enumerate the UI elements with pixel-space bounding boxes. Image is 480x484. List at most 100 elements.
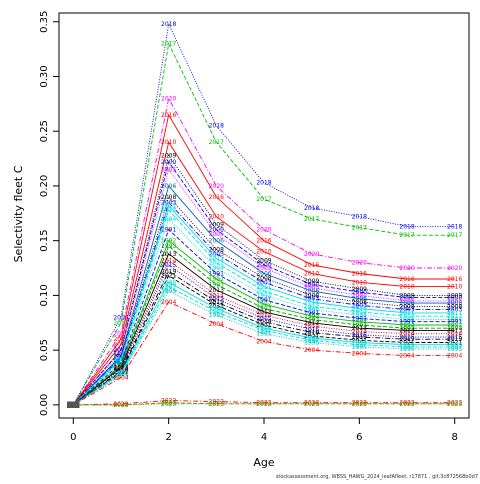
point-label: 2006 bbox=[209, 238, 224, 245]
point-label: 1995 bbox=[209, 312, 224, 319]
point-label: 2023 bbox=[256, 401, 271, 408]
series-line bbox=[73, 281, 455, 406]
y-tick-label: 0.05 bbox=[39, 339, 50, 361]
point-label: 2022 bbox=[113, 401, 128, 408]
point-label: 1994 bbox=[161, 216, 176, 223]
series-line bbox=[73, 402, 455, 406]
footnote: stockassessment.org, WBSS_HAWG_2024_leaf… bbox=[276, 474, 478, 480]
point-label: 2020 bbox=[113, 331, 128, 338]
point-label: 2008 bbox=[447, 303, 462, 310]
point-label: 2023 bbox=[352, 401, 367, 408]
series-line bbox=[72, 113, 455, 406]
point-label: 2023 bbox=[161, 400, 176, 407]
point-label: 1995 bbox=[304, 339, 319, 346]
point-label: 2014 bbox=[447, 331, 462, 338]
series-line bbox=[73, 290, 455, 406]
point-label: 2023 bbox=[161, 401, 176, 408]
point-label: 2005 bbox=[304, 285, 319, 292]
point-label: 2020 bbox=[161, 95, 176, 102]
point-label: 2021 bbox=[256, 322, 271, 329]
point-label: 2016 bbox=[352, 271, 367, 278]
point-label: 2016 bbox=[113, 336, 128, 343]
y-tick-label: 0.30 bbox=[39, 65, 50, 87]
point-label: 2010 bbox=[161, 139, 176, 146]
point-label: 1995 bbox=[352, 344, 367, 351]
point-label: 2023 bbox=[256, 401, 271, 408]
point-label: 1995 bbox=[399, 346, 414, 353]
point-label: 2000 bbox=[256, 262, 271, 269]
point-label: 2015 bbox=[161, 262, 176, 269]
point-label: 2019 bbox=[256, 319, 271, 326]
point-label: 2006 bbox=[447, 300, 462, 307]
point-label: 2018 bbox=[161, 21, 176, 28]
point-label: 1993 bbox=[256, 306, 271, 313]
series-line bbox=[73, 245, 455, 406]
point-label: 2006 bbox=[352, 296, 367, 303]
point-label: 2022 bbox=[399, 400, 414, 407]
point-label: 2009 bbox=[304, 278, 319, 285]
point-label: 2023 bbox=[399, 401, 414, 408]
point-label: 2017 bbox=[352, 225, 367, 232]
point-label: 2011 bbox=[304, 299, 319, 306]
point-label: 1994 bbox=[447, 316, 462, 323]
point-label: 2006 bbox=[399, 300, 414, 307]
series-line bbox=[73, 400, 455, 406]
series-line bbox=[72, 141, 455, 406]
y-tick-label: 0.20 bbox=[39, 175, 50, 197]
point-label: 2012 bbox=[304, 303, 319, 310]
point-label: 2009 bbox=[447, 292, 462, 299]
x-tick-label: 8 bbox=[452, 432, 458, 443]
point-label: 2019 bbox=[113, 368, 128, 375]
point-label: 2022 bbox=[161, 397, 176, 404]
point-label: 2015 bbox=[352, 332, 367, 339]
point-label: 2023 bbox=[209, 401, 224, 408]
point-label: 2003 bbox=[209, 251, 224, 258]
point-label: 2010 bbox=[209, 214, 224, 221]
series-line bbox=[73, 253, 455, 406]
series-line bbox=[73, 403, 455, 406]
point-label: 2004 bbox=[113, 375, 128, 382]
point-label: 2017 bbox=[113, 320, 128, 327]
point-label: 2003 bbox=[447, 307, 462, 314]
point-label: 2011 bbox=[256, 284, 271, 291]
series-line bbox=[73, 275, 455, 406]
point-label: 2023 bbox=[304, 401, 319, 408]
point-label: 2004 bbox=[447, 353, 462, 360]
point-label: 2003 bbox=[352, 302, 367, 309]
series-line bbox=[73, 301, 455, 406]
series-2022: 2022 2022 2022 2022 2022 2022 2022 2022 bbox=[67, 397, 463, 408]
point-label: 2004 bbox=[304, 347, 319, 354]
point-label: 2017 bbox=[399, 232, 414, 239]
point-label: 2014 bbox=[161, 257, 176, 264]
point-label: 1996 bbox=[447, 342, 462, 349]
point-label: 1991 bbox=[256, 297, 271, 304]
y-tick-label: 0.35 bbox=[39, 11, 50, 33]
point-label: 2018 bbox=[399, 223, 414, 230]
point-label: 1992 bbox=[256, 301, 271, 308]
point-label: 2019 bbox=[304, 330, 319, 337]
point-label: 2020 bbox=[209, 183, 224, 190]
point-label: 1996 bbox=[209, 306, 224, 313]
point-label: 1994 bbox=[304, 307, 319, 314]
series-2023: 2023 2023 2023 2023 2023 2023 2023 2023 bbox=[67, 400, 463, 409]
point-label: 1995 bbox=[161, 288, 176, 295]
point-label: 2021 bbox=[304, 333, 319, 340]
point-label: 2015 bbox=[399, 334, 414, 341]
point-label: 2023 bbox=[209, 401, 224, 408]
y-tick-label: 0.00 bbox=[39, 394, 50, 416]
point-label: 1991 bbox=[304, 310, 319, 317]
point-label: 2018 bbox=[209, 123, 224, 130]
point-label: 2023 bbox=[399, 401, 414, 408]
point-label: 2017 bbox=[304, 216, 319, 223]
point-label: 1995 bbox=[256, 331, 271, 338]
point-label: 2014 bbox=[256, 312, 271, 319]
series-line bbox=[72, 204, 455, 406]
point-label: 2018 bbox=[352, 214, 367, 221]
point-label: 2013 bbox=[161, 251, 176, 258]
x-tick-label: 6 bbox=[356, 432, 362, 443]
y-axis-label: Selectivity fleet C bbox=[12, 165, 25, 262]
series-line bbox=[72, 97, 455, 406]
point-label: 2019 bbox=[209, 299, 224, 306]
point-label: 2010 bbox=[447, 284, 462, 291]
